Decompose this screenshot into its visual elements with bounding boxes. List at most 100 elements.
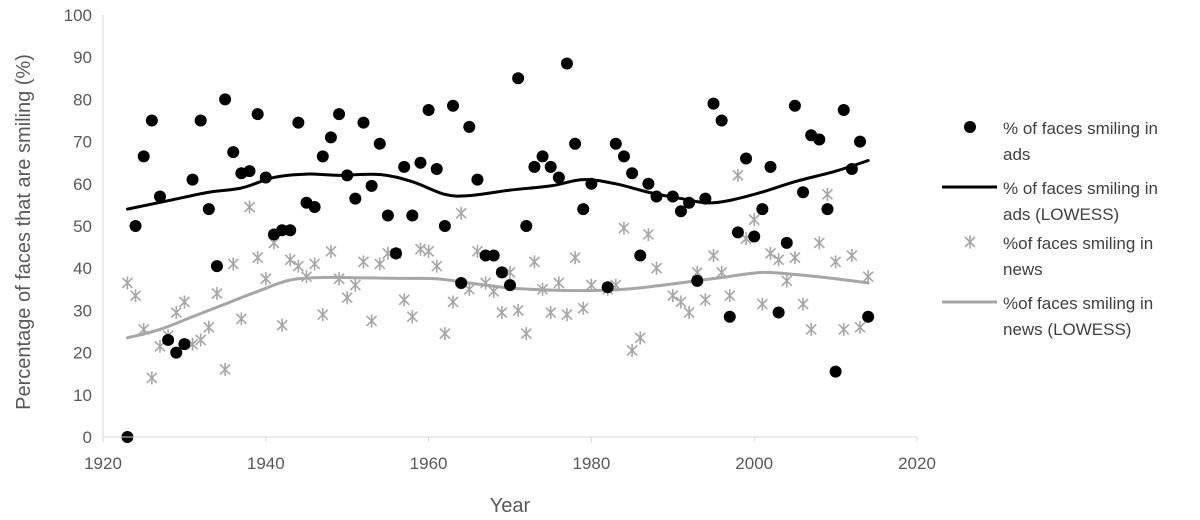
- y-tick-label: 70: [73, 133, 92, 152]
- ads-point: [414, 156, 427, 169]
- ads-point: [674, 205, 687, 218]
- news-point: [333, 272, 345, 286]
- ads-point: [837, 103, 850, 116]
- ads-point: [398, 160, 411, 173]
- legend-ads-points: % of faces smiling in ads: [964, 119, 1158, 164]
- x-tick-label: 2000: [735, 454, 773, 473]
- news-point: [642, 227, 654, 241]
- y-ticks: 0 10 20 30 40 50 60 70 80 90 100: [64, 6, 92, 447]
- news-point: [536, 282, 549, 296]
- ads-point: [512, 72, 525, 85]
- ads-point: [601, 281, 614, 294]
- news-point: [170, 306, 182, 320]
- ads-point: [764, 160, 777, 173]
- ads-point: [202, 203, 215, 216]
- ads-point: [495, 266, 508, 279]
- news-point: [805, 322, 817, 336]
- ads-point: [447, 99, 460, 112]
- legend-label: ads: [1003, 145, 1030, 164]
- news-point: [235, 312, 247, 326]
- ads-point: [406, 209, 419, 222]
- news-point: [707, 249, 720, 263]
- x-tick-label: 2020: [898, 454, 936, 473]
- ads-point: [357, 116, 370, 129]
- ads-point: [243, 165, 256, 178]
- news-point: [121, 276, 133, 290]
- y-tick-label: 90: [73, 48, 92, 67]
- y-tick-label: 40: [73, 259, 92, 278]
- news-point: [431, 259, 443, 273]
- ads-point: [210, 260, 223, 273]
- ads-point: [683, 196, 696, 209]
- ads-point: [129, 220, 142, 232]
- news-point: [585, 278, 597, 292]
- news-point: [618, 221, 630, 235]
- plot-markers: [121, 57, 875, 443]
- ads-point: [381, 209, 394, 222]
- news-point: [276, 318, 288, 332]
- ads-point: [536, 150, 549, 163]
- ads-point: [707, 97, 720, 110]
- news-point: [398, 293, 410, 307]
- legend-label: % of faces smiling in: [1003, 119, 1158, 138]
- news-point: [219, 362, 231, 376]
- ads-point: [634, 249, 647, 262]
- ads-point: [617, 150, 630, 163]
- legend-news-points: %of faces smiling in news: [964, 234, 1153, 279]
- news-point: [455, 206, 467, 220]
- ads-point: [845, 163, 858, 176]
- news-point: [341, 291, 353, 305]
- legend-label: news: [1003, 260, 1043, 279]
- ads-point: [162, 333, 175, 346]
- y-tick-label: 20: [73, 344, 92, 363]
- news-point: [300, 270, 313, 284]
- ads-point: [471, 173, 484, 186]
- news-point: [243, 200, 256, 214]
- ads-point: [740, 152, 753, 165]
- news-point: [675, 295, 687, 309]
- news-point: [732, 168, 744, 182]
- ads-point: [316, 150, 329, 163]
- ads-point: [829, 365, 842, 378]
- ads-point: [723, 310, 736, 323]
- ads-point: [577, 203, 590, 216]
- news-point: [569, 251, 581, 265]
- plot-lines: [125, 159, 870, 340]
- ads-point: [569, 137, 582, 150]
- ads-point: [341, 169, 354, 182]
- ads-point: [650, 190, 663, 203]
- legend-label: % of faces smiling in: [1003, 179, 1158, 198]
- ads-point: [170, 346, 183, 359]
- ads-point: [284, 224, 297, 237]
- ads-point: [463, 120, 476, 133]
- ads-point: [178, 338, 191, 351]
- news-point: [813, 236, 825, 250]
- ads-point: [292, 116, 305, 129]
- news-point: [797, 297, 809, 311]
- news-point: [553, 276, 565, 290]
- news-point: [748, 213, 760, 227]
- news-point: [195, 333, 207, 347]
- news-point: [178, 295, 190, 309]
- ads-point: [333, 108, 346, 121]
- ads-point: [520, 220, 533, 232]
- y-tick-label: 60: [73, 175, 92, 194]
- ads-point: [430, 163, 443, 176]
- news-point: [439, 327, 451, 341]
- news-point: [764, 246, 777, 260]
- axes: [102, 15, 917, 438]
- ads-point: [487, 249, 500, 262]
- news-point: [724, 289, 736, 303]
- ads-point: [691, 274, 704, 287]
- news-point: [211, 287, 223, 301]
- legend-star-marker: [964, 235, 976, 249]
- news-point: [756, 297, 768, 311]
- ads-point: [699, 192, 712, 205]
- y-tick-label: 0: [83, 428, 92, 447]
- y-tick-label: 50: [73, 217, 92, 236]
- y-axis-title: Percentage of faces that are smiling (%): [13, 54, 35, 410]
- news-point: [773, 253, 785, 267]
- legend-label: %of faces smiling in: [1003, 294, 1153, 313]
- ads-point: [756, 203, 769, 216]
- news-point: [406, 310, 418, 324]
